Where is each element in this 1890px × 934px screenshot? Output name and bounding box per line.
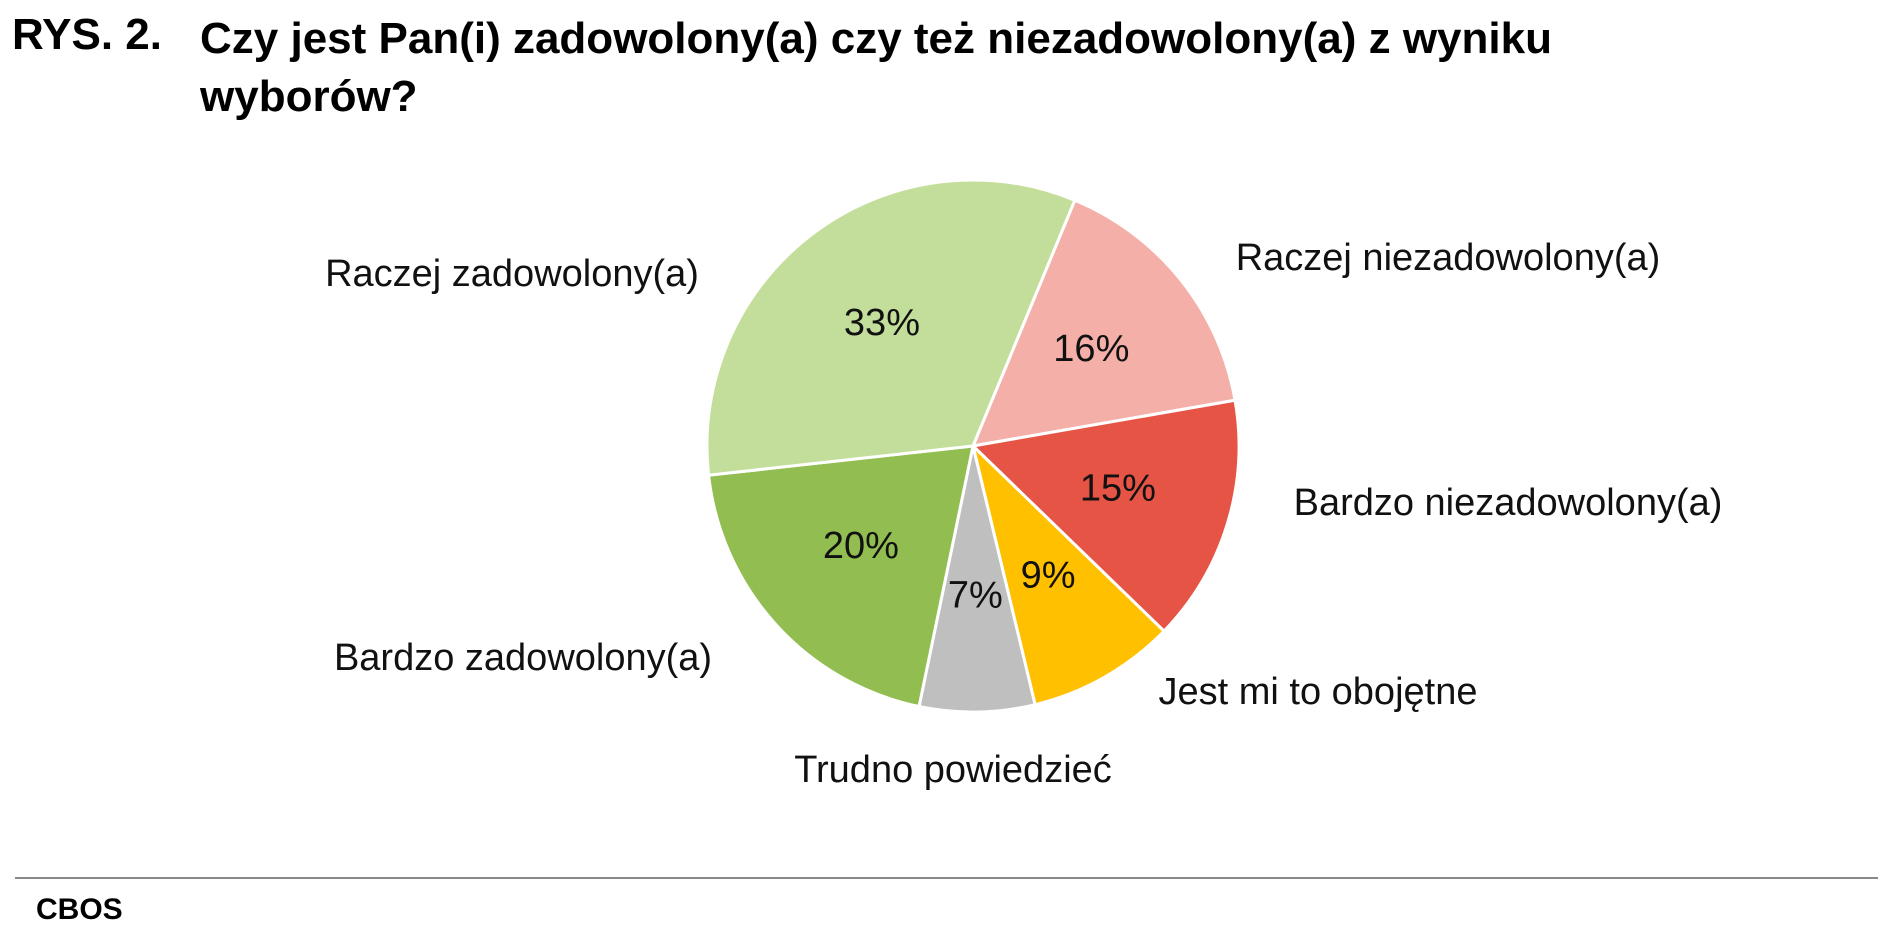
value-label: 20%	[823, 525, 899, 567]
value-label: 33%	[844, 302, 920, 344]
source: CBOS	[36, 893, 123, 926]
pie-slice	[970, 198, 1237, 448]
category-label: Bardzo niezadowolony(a)	[1294, 482, 1723, 524]
category-label: Jest mi to obojętne	[1159, 671, 1478, 713]
chart-title: Czy jest Pan(i) zadowolony(a) czy też ni…	[200, 14, 1552, 121]
value-label: 9%	[1021, 555, 1076, 597]
figure-label: RYS. 2.	[12, 10, 162, 59]
value-label: 7%	[948, 575, 1003, 617]
pie-slice	[969, 398, 1241, 634]
category-label: Bardzo zadowolony(a)	[334, 637, 712, 679]
separator	[15, 877, 1878, 879]
category-label: Trudno powiedzieć	[794, 749, 1112, 791]
pie-slice	[705, 178, 1077, 477]
category-label: Raczej niezadowolony(a)	[1236, 237, 1661, 279]
category-label: Raczej zadowolony(a)	[325, 253, 699, 295]
pie-slice	[706, 444, 975, 709]
value-label: 15%	[1080, 468, 1156, 510]
value-label: 16%	[1053, 328, 1129, 370]
pie-slice	[917, 445, 1037, 714]
